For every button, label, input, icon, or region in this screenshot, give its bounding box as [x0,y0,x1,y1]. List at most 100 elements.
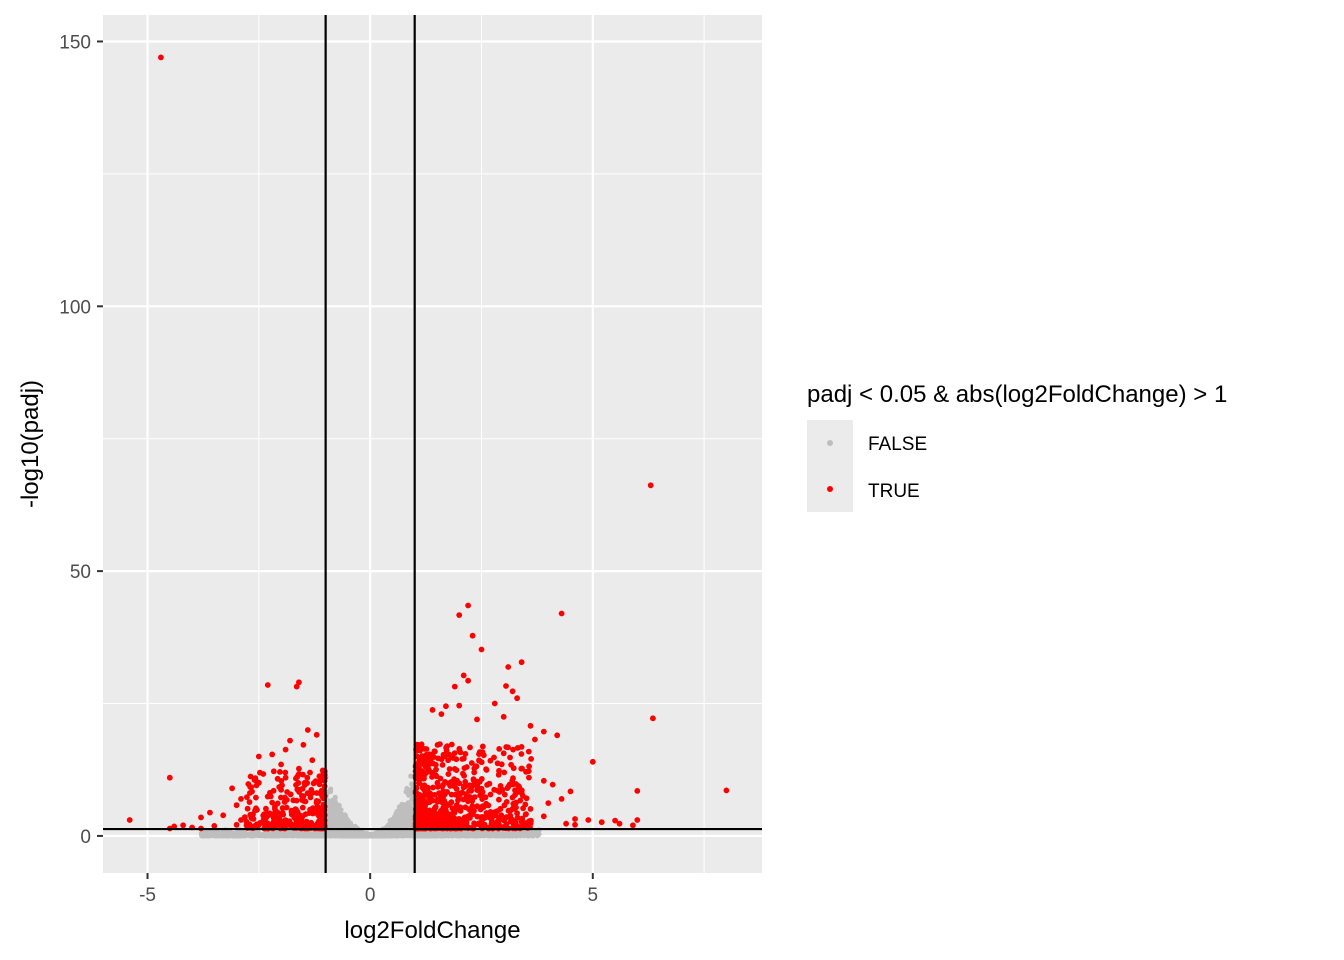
point-true [220,812,227,819]
point-true [481,821,488,828]
point-true [425,784,431,791]
point-true [630,822,636,829]
point-false [329,823,335,829]
point-true [207,809,213,816]
point-true [585,817,592,823]
point-true [460,755,467,762]
y-tick-label: 50 [70,562,91,583]
point-true [467,815,473,821]
point-true [446,751,453,758]
point-true [527,806,534,812]
point-true [503,814,510,820]
point-true [280,811,287,818]
point-true [267,793,274,800]
point-true [420,794,426,801]
point-false [332,794,338,801]
point-true [496,789,503,795]
point-true [233,821,240,828]
point-true [500,713,507,720]
point-true [244,805,251,812]
point-true [316,817,323,824]
point-true [263,805,269,812]
point-true [425,756,431,763]
point-true [477,806,484,813]
point-true [517,797,524,804]
point-false [372,833,378,839]
minor-gridlines [103,15,762,873]
point-true [525,768,532,775]
point-false [335,802,341,808]
point-true [416,760,423,766]
point-false [397,811,404,817]
point-true [443,820,450,826]
point-true [514,695,520,702]
point-true [313,731,320,738]
point-true [277,769,283,775]
point-true [282,769,289,776]
point-true [418,816,425,823]
point-true [540,777,547,784]
point-true [451,766,458,772]
point-false [375,829,381,835]
point-true [478,776,485,782]
point-true [198,814,204,821]
point-true [433,766,439,773]
point-true [417,804,424,811]
point-true [528,756,534,762]
point-true [429,760,436,767]
point-false [316,833,322,839]
point-true [283,796,290,803]
point-true [467,744,473,751]
point-false [329,799,335,805]
point-true [459,789,465,796]
point-true [486,780,493,787]
point-true [497,816,503,823]
point-false [206,830,212,836]
point-false [228,831,234,837]
point-true [309,757,316,764]
point-true [243,822,250,829]
point-true [434,783,441,790]
point-true [171,823,178,830]
point-true [510,746,516,753]
point-true [313,799,320,806]
point-true [278,794,284,801]
point-true [255,823,261,829]
point-true [299,818,306,825]
point-true [456,820,463,827]
point-false [397,823,403,829]
point-true [466,787,473,794]
point-true [634,788,641,794]
point-true [241,814,248,821]
point-true [477,792,483,799]
point-false [437,830,443,836]
point-true [436,816,443,822]
point-true [518,659,525,666]
point-false [327,789,334,795]
point-true [293,683,300,690]
point-false [212,830,218,837]
point-true [252,775,259,782]
point-true [483,767,490,773]
point-false [392,814,398,820]
point-true [527,722,534,729]
point-true [302,798,309,805]
point-true [307,769,313,776]
point-true [456,745,463,752]
y-tick-label: 100 [59,297,91,318]
point-true [523,811,529,817]
point-false [385,830,391,836]
point-true [419,808,426,815]
point-false [498,832,504,838]
point-true [479,743,486,750]
point-true [476,749,483,755]
legend: padj < 0.05 & abs(log2FoldChange) > 1 FA… [807,381,1227,512]
point-true [462,751,469,757]
point-true [567,788,574,795]
point-true [460,796,467,803]
point-true [418,755,425,761]
point-true [526,774,532,781]
point-false [492,833,498,839]
point-true [308,819,315,826]
plot-panel [103,15,762,873]
